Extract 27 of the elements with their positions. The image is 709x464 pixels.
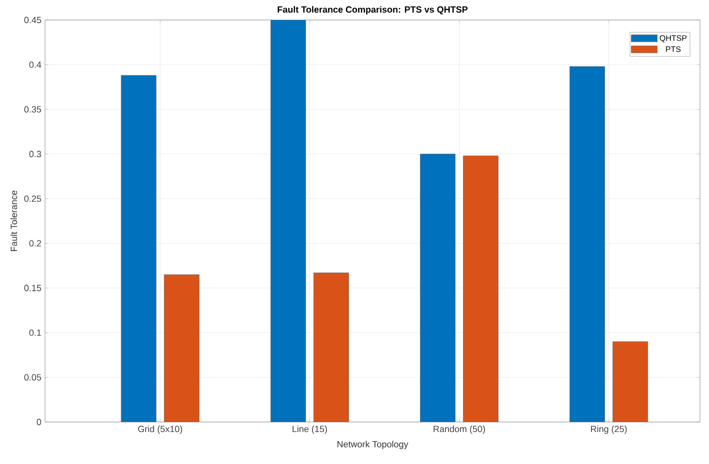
x-tick-label: Ring (25)	[591, 426, 627, 434]
x-tick-label: Grid (5x10)	[138, 426, 182, 434]
y-tick-label: 0.45	[24, 16, 42, 24]
y-tick-label: 0.05	[24, 374, 42, 381]
bar	[570, 66, 605, 422]
bar	[270, 20, 306, 422]
bar	[313, 272, 349, 422]
chart-title: Fault Tolerance Comparison: PTS vs QHTSP	[278, 6, 468, 14]
x-axis-title: Network Topology	[337, 440, 408, 450]
y-tick-label: 0.3	[29, 150, 42, 158]
x-tick-label: Line (15)	[292, 426, 327, 434]
legend-label: QHTSP	[660, 35, 687, 42]
y-tick-label: 0.15	[24, 284, 42, 292]
bar	[612, 341, 648, 422]
y-tick-label: 0.4	[29, 61, 42, 68]
bar	[120, 75, 156, 422]
y-tick-label: 0.35	[24, 106, 42, 113]
bar	[420, 154, 456, 422]
legend-label: PTS	[666, 46, 681, 52]
y-tick-label: 0	[36, 418, 42, 426]
x-tick-label: Random (50)	[434, 426, 485, 434]
y-tick-label: 0.1	[29, 329, 42, 336]
bar	[164, 274, 200, 422]
bar	[463, 156, 498, 422]
y-axis-title: Fault Tolerance	[10, 190, 18, 252]
y-tick-label: 0.25	[24, 195, 42, 202]
y-tick-label: 0.2	[29, 240, 42, 247]
